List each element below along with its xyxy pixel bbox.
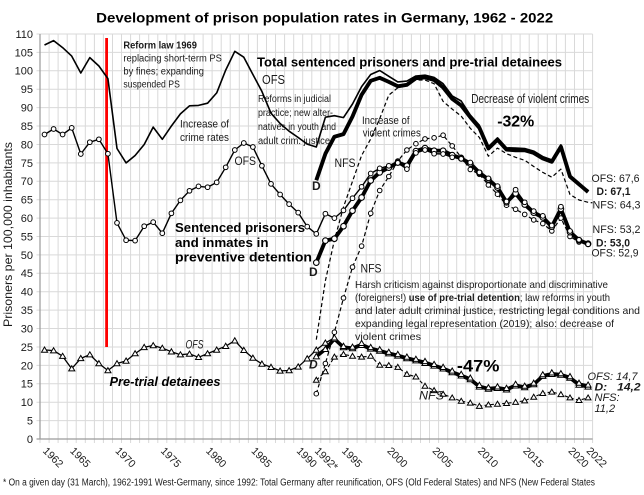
svg-text:crime rates: crime rates bbox=[180, 132, 229, 144]
svg-text:NFS: NFS bbox=[361, 262, 382, 276]
svg-text:OFS: 14,7: OFS: 14,7 bbox=[588, 371, 639, 383]
svg-text:D: D bbox=[312, 179, 321, 193]
svg-text:Increase of: Increase of bbox=[362, 115, 410, 127]
svg-text:OFS: OFS bbox=[186, 338, 204, 352]
svg-text:practice; new alter-: practice; new alter- bbox=[258, 108, 333, 119]
svg-text:40: 40 bbox=[21, 287, 33, 299]
svg-text:adult crim. justice: adult crim. justice bbox=[258, 136, 330, 147]
svg-text:natives in youth and: natives in youth and bbox=[258, 122, 336, 133]
svg-text:and later adult criminal justi: and later adult criminal justice, restri… bbox=[355, 305, 640, 317]
svg-text:expanding legal representation: expanding legal representation (2019); a… bbox=[355, 318, 614, 330]
svg-text:105: 105 bbox=[15, 47, 33, 59]
svg-text:Reform law 1969: Reform law 1969 bbox=[123, 41, 197, 52]
svg-text:NFS: NFS bbox=[335, 156, 356, 170]
svg-text:by fines; expanding: by fines; expanding bbox=[123, 67, 203, 78]
svg-text:Prisoners per 100,000 inhabita: Prisoners per 100,000 inhabitants bbox=[1, 142, 15, 327]
svg-text:preventive detention: preventive detention bbox=[175, 250, 312, 265]
svg-text:30: 30 bbox=[21, 323, 33, 335]
svg-text:-32%: -32% bbox=[497, 114, 534, 131]
svg-text:35: 35 bbox=[21, 305, 33, 317]
svg-text:suspended PS: suspended PS bbox=[123, 80, 180, 91]
svg-text:(foreigners!) use of pre-trial: (foreigners!) use of pre-trial detention… bbox=[355, 292, 610, 304]
svg-text:20: 20 bbox=[21, 360, 33, 372]
svg-text:5: 5 bbox=[27, 415, 33, 427]
svg-text:Pre-trial detainees: Pre-trial detainees bbox=[110, 374, 221, 389]
svg-text:OFS: OFS bbox=[235, 154, 257, 168]
svg-text:NFS: 53,2: NFS: 53,2 bbox=[593, 224, 641, 236]
svg-text:OFS: 52,9: OFS: 52,9 bbox=[592, 248, 639, 260]
svg-text:NFS: NFS bbox=[419, 389, 444, 403]
svg-text:-47%: -47% bbox=[457, 358, 500, 376]
svg-text:violent crimes: violent crimes bbox=[355, 331, 421, 343]
svg-text:Harsh criticism against dispro: Harsh criticism against disproportionate… bbox=[355, 279, 608, 291]
svg-text:D: 67,1: D: 67,1 bbox=[597, 186, 631, 198]
svg-text:OFS: 67,6: OFS: 67,6 bbox=[592, 173, 640, 185]
svg-text:D: 14,2: D: 14,2 bbox=[595, 382, 641, 394]
svg-text:15: 15 bbox=[21, 379, 33, 391]
svg-text:65: 65 bbox=[21, 195, 33, 207]
svg-text:75: 75 bbox=[21, 158, 33, 170]
svg-text:Reforms in judicial: Reforms in judicial bbox=[258, 94, 331, 105]
svg-text:NFS:: NFS: bbox=[595, 392, 620, 404]
svg-text:Total sentenced prisoners and: Total sentenced prisoners and pre-trial … bbox=[257, 55, 562, 70]
svg-text:85: 85 bbox=[21, 121, 33, 133]
svg-text:90: 90 bbox=[21, 103, 33, 115]
svg-text:11,2: 11,2 bbox=[595, 403, 616, 415]
svg-text:60: 60 bbox=[21, 213, 33, 225]
svg-text:* On a given day (31 March), 1: * On a given day (31 March), 1962-1991 W… bbox=[3, 478, 595, 489]
svg-text:Increase of: Increase of bbox=[180, 119, 230, 131]
svg-text:25: 25 bbox=[21, 342, 33, 354]
svg-text:45: 45 bbox=[21, 268, 33, 280]
svg-text:replacing short-term PS: replacing short-term PS bbox=[123, 54, 222, 65]
svg-text:110: 110 bbox=[15, 29, 33, 41]
svg-text:violent crimes: violent crimes bbox=[363, 128, 421, 140]
svg-text:80: 80 bbox=[21, 139, 33, 151]
svg-text:70: 70 bbox=[21, 176, 33, 188]
svg-text:NFS: 64,3: NFS: 64,3 bbox=[593, 200, 641, 212]
svg-text:D: 53,0: D: 53,0 bbox=[596, 238, 630, 250]
svg-text:100: 100 bbox=[15, 66, 33, 78]
svg-text:Sentenced prisoners: Sentenced prisoners bbox=[175, 220, 305, 235]
svg-text:OFS: OFS bbox=[262, 73, 285, 87]
svg-text:95: 95 bbox=[21, 84, 33, 96]
svg-text:50: 50 bbox=[21, 250, 33, 262]
svg-text:55: 55 bbox=[21, 231, 33, 243]
svg-text:0: 0 bbox=[27, 434, 33, 446]
svg-text:10: 10 bbox=[21, 397, 33, 409]
svg-text:Development of prison populati: Development of prison population rates i… bbox=[96, 10, 553, 26]
svg-text:Decrease of violent crimes: Decrease of violent crimes bbox=[471, 92, 589, 106]
svg-text:D: D bbox=[309, 358, 318, 372]
svg-text:D: D bbox=[309, 265, 318, 279]
svg-text:and inmates in: and inmates in bbox=[175, 235, 269, 250]
